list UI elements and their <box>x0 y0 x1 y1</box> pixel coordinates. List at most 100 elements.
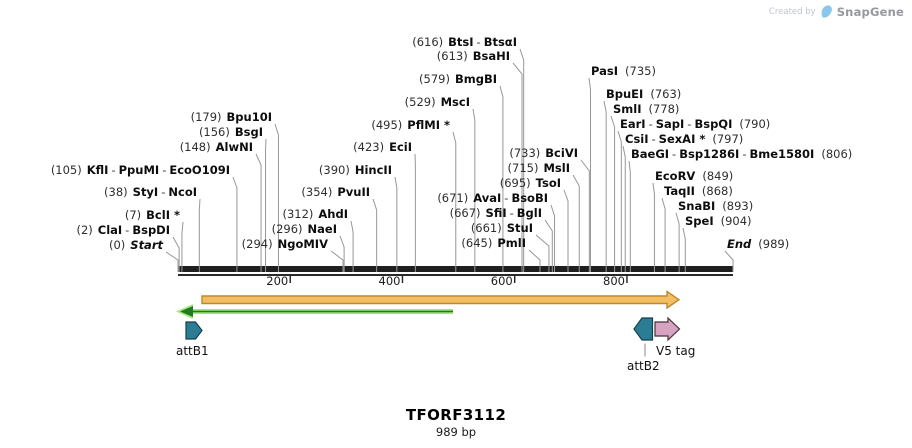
enzyme-name: TaqII <box>664 184 695 198</box>
reverse-arrow-head <box>180 306 193 317</box>
site-position: (904) <box>720 214 752 228</box>
reverse-arrow-core <box>193 310 453 313</box>
enzyme-name: EcoRV <box>655 169 696 183</box>
site-label-bpu10i: (179) Bpu10I <box>191 111 272 124</box>
site-label-taqii: TaqII (868) <box>664 185 733 198</box>
enzyme-name: SpeI <box>685 214 714 228</box>
site-connector <box>339 235 345 272</box>
site-position: (806) <box>821 147 853 161</box>
site-position: (645) <box>461 236 493 250</box>
site-label-bmgbi: (579) BmgBI <box>419 73 497 86</box>
enzyme-name: BmgBI <box>454 72 497 86</box>
site-connector <box>330 250 344 272</box>
site-position: (893) <box>722 199 754 213</box>
enzyme-name: BaeGI <box>631 147 670 161</box>
site-position: (0) <box>108 238 126 252</box>
enzyme-name: AhdI <box>318 207 348 221</box>
site-position: (613) <box>436 49 468 63</box>
site-position: (105) <box>50 163 82 177</box>
axis-tick-label: 800 <box>603 274 625 288</box>
enzyme-name: KflI <box>86 163 109 177</box>
site-name-separator: - <box>651 132 656 146</box>
site-position: (797) <box>712 132 744 146</box>
site-position: (733) <box>509 146 541 160</box>
site-position: (2) <box>76 223 93 237</box>
enzyme-name: Start <box>130 238 163 252</box>
site-name-separator: - <box>509 206 514 220</box>
site-label-kfli: (105) KflI - PpuMI - EcoO109I <box>51 164 230 177</box>
enzyme-name: SexAI * <box>658 132 706 146</box>
site-connector <box>535 234 550 272</box>
enzyme-name: NgoMIV <box>277 237 328 251</box>
site-position: (179) <box>190 110 222 124</box>
site-name-separator: - <box>111 163 116 177</box>
site-connector <box>580 159 590 272</box>
site-position: (661) <box>470 221 502 235</box>
site-label-hincii: (390) HincII <box>319 164 392 177</box>
enzyme-name: End <box>727 237 752 251</box>
enzyme-name: StuI <box>506 221 533 235</box>
enzyme-name: ClaI <box>97 223 123 237</box>
site-label-end: End (989) <box>727 238 789 251</box>
enzyme-name: BpuEI <box>606 87 644 101</box>
site-label-ngomiv: (294) NgoMIV <box>242 238 328 251</box>
enzyme-name: PflMI * <box>407 118 450 132</box>
enzyme-name: StyI <box>132 185 159 199</box>
site-connector <box>617 130 622 272</box>
enzyme-name: SfiI <box>485 206 507 220</box>
enzyme-name: EarI <box>620 117 646 131</box>
site-label-clai: (2) ClaI - BspDI <box>76 224 170 237</box>
site-connector <box>172 236 180 272</box>
site-label-pasi: PasI (735) <box>591 65 656 78</box>
enzyme-name: EciI <box>389 140 412 154</box>
site-label-sfii: (667) SfiI - BglI <box>450 207 542 220</box>
site-position: (148) <box>179 140 211 154</box>
axis-tick-label: 400 <box>378 274 401 288</box>
site-name-separator: - <box>672 147 677 161</box>
site-connector <box>724 250 734 272</box>
site-position: (312) <box>282 207 314 221</box>
site-label-msci: (529) MscI <box>405 96 470 109</box>
site-label-smli: SmlI (778) <box>613 103 679 116</box>
site-connector <box>675 212 680 272</box>
watermark-brand: SnapGene <box>836 4 904 19</box>
enzyme-name: PasI <box>591 64 619 78</box>
attb1-arrow <box>185 321 203 340</box>
site-position: (849) <box>702 169 734 183</box>
site-position: (868) <box>701 184 733 198</box>
enzyme-name: PmlI <box>497 236 526 250</box>
enzyme-name: BglI <box>516 206 542 220</box>
site-position: (671) <box>437 191 469 205</box>
site-position: (495) <box>371 118 403 132</box>
site-label-ecii: (423) EciI <box>353 141 412 154</box>
site-label-styi: (38) StyI - NcoI <box>104 186 197 199</box>
site-label-baegi: BaeGI - Bsp1286I - Bme1580I (806) <box>631 148 852 161</box>
site-connector <box>512 62 523 272</box>
site-label-stui: (661) StuI <box>471 222 533 235</box>
enzyme-name: SnaBI <box>678 199 716 213</box>
site-connector <box>472 108 476 272</box>
site-connector <box>350 220 354 272</box>
site-name-separator: - <box>162 163 167 177</box>
enzyme-name: SmlI <box>613 102 642 116</box>
site-name-separator: - <box>504 191 509 205</box>
site-label-ahdi: (312) AhdI <box>282 208 348 221</box>
site-connector <box>198 198 201 272</box>
site-position: (667) <box>449 206 481 220</box>
enzyme-name: TsoI <box>535 176 561 190</box>
site-label-avai: (671) AvaI - BsoBI <box>437 192 548 205</box>
site-connector <box>232 176 238 272</box>
site-connector <box>610 115 616 272</box>
attb2-arrow <box>633 317 654 341</box>
site-position: (715) <box>507 161 539 175</box>
enzyme-name: BsoBI <box>511 191 548 205</box>
enzyme-name: AlwNI <box>215 140 253 154</box>
site-name-separator: - <box>687 117 692 131</box>
site-connector <box>452 131 457 272</box>
site-position: (790) <box>739 117 771 131</box>
site-connector <box>181 221 184 272</box>
site-label-snabi: SnaBI (893) <box>678 200 753 213</box>
site-position: (354) <box>301 185 333 199</box>
enzyme-name: MscI <box>440 95 470 109</box>
